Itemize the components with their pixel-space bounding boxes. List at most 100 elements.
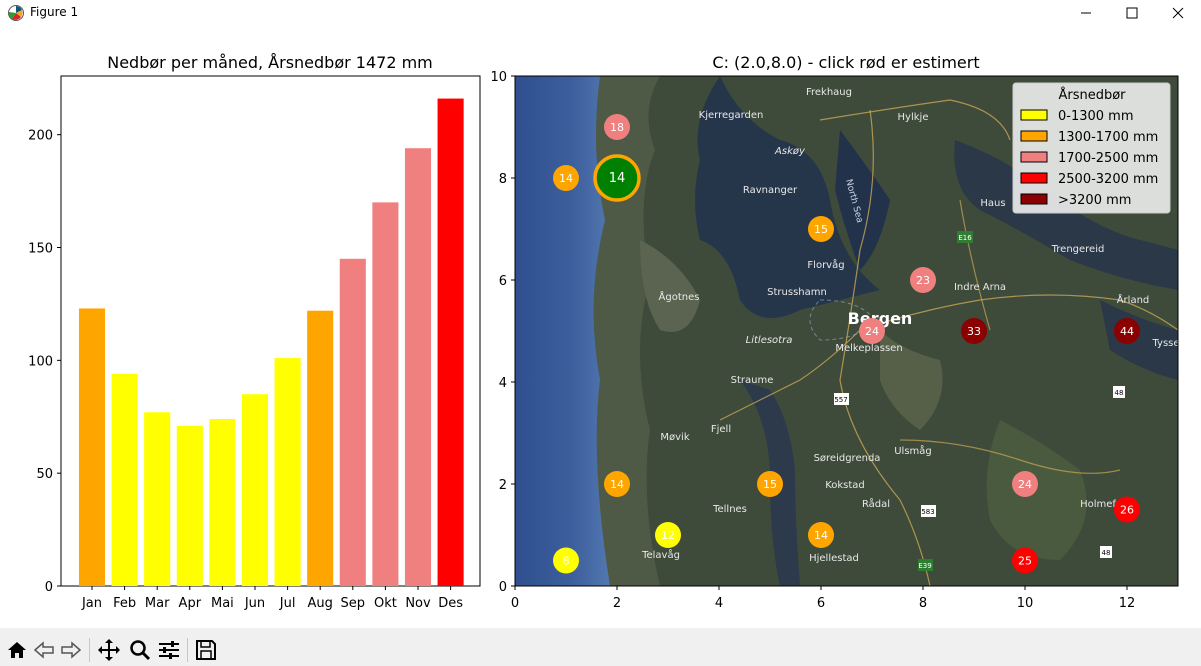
station-marker[interactable] [553, 547, 579, 574]
road-sign: 48 [1115, 389, 1124, 397]
map-label: Møvik [660, 432, 689, 443]
pan-button[interactable] [97, 638, 121, 662]
zoom-button[interactable] [128, 638, 152, 662]
y-tick-label: 10 [490, 70, 507, 85]
station-label: 24 [1018, 478, 1032, 491]
station-point[interactable]: 18 [604, 114, 630, 140]
station-label: 44 [1120, 325, 1134, 338]
bar [437, 98, 464, 586]
x-tick-label: Sep [341, 596, 366, 611]
x-tick-label: 0 [511, 596, 519, 611]
station-marker[interactable] [808, 522, 834, 548]
x-tick-label: Jul [279, 596, 296, 611]
station-point[interactable]: 15 [757, 471, 783, 497]
y-tick-label: 8 [499, 172, 507, 187]
station-label: 15 [814, 223, 828, 236]
minimize-button[interactable] [1063, 0, 1109, 26]
station-marker[interactable] [808, 216, 834, 242]
forward-button[interactable] [59, 638, 83, 662]
maximize-icon [1126, 7, 1138, 19]
station-point[interactable]: 12 [655, 522, 681, 548]
pan-icon [98, 639, 120, 661]
map-road-signs: E16 557 48 583 E39 48 [834, 231, 1125, 571]
station-marker[interactable] [757, 471, 783, 497]
bar-chart-title: Nedbør per måned, Årsnedbør 1472 mm [107, 53, 433, 72]
map-label: Kjerregarden [699, 110, 764, 121]
save-button[interactable] [194, 638, 218, 662]
station-point[interactable]: 14 [808, 522, 834, 548]
station-marker[interactable] [604, 114, 630, 140]
station-label: 14 [814, 529, 828, 542]
bar-chart-axes: Nedbør per måned, Årsnedbør 1472 mm Jan F… [28, 53, 481, 611]
map-label: Askøy [774, 146, 806, 157]
y-tick-label: 2 [499, 478, 507, 493]
map-plot-area [514, 75, 1179, 587]
back-button[interactable] [32, 638, 56, 662]
station-point[interactable]: 15 [808, 216, 834, 242]
legend-label: 0-1300 mm [1058, 109, 1134, 124]
y-tick-label: 150 [28, 242, 53, 257]
legend-swatch [1020, 130, 1048, 142]
map-label: Ulsmåg [894, 444, 932, 457]
legend-swatch [1020, 193, 1048, 205]
station-marker[interactable] [910, 267, 936, 293]
x-tick-label: Mai [211, 596, 234, 611]
station-point[interactable]: 24 [859, 318, 885, 344]
station-point[interactable]: 24 [1012, 471, 1038, 497]
configure-button[interactable] [157, 638, 181, 662]
station-label: 18 [610, 121, 624, 134]
legend-title: Årsnedbør [1058, 87, 1126, 103]
station-marker[interactable] [1114, 318, 1140, 344]
station-marker[interactable] [1114, 496, 1140, 523]
station-point[interactable]: 23 [910, 267, 936, 293]
map-label: Indre Arna [954, 282, 1006, 293]
station-marker[interactable] [1012, 547, 1038, 574]
station-point[interactable]: 25 [1012, 547, 1038, 574]
maximize-button[interactable] [1109, 0, 1155, 26]
map-label: Ågotnes [659, 290, 700, 303]
legend-label: >3200 mm [1058, 193, 1131, 208]
figure-canvas[interactable]: Nedbør per måned, Årsnedbør 1472 mm Jan F… [0, 26, 1201, 628]
toolbar-separator [89, 638, 90, 662]
legend-swatch [1020, 151, 1048, 163]
x-tick-label: Des [438, 596, 463, 611]
map-label: Hylkje [898, 112, 929, 123]
x-tick-label: 12 [1119, 596, 1136, 611]
road-sign: 557 [834, 396, 847, 404]
map-label: Tysse [1151, 338, 1179, 349]
map-label: Telavåg [641, 548, 680, 561]
station-point[interactable]: 14 [604, 471, 630, 497]
home-button[interactable] [5, 638, 29, 662]
station-point[interactable]: 26 [1114, 496, 1140, 523]
bar [339, 258, 366, 586]
back-icon [33, 641, 54, 659]
station-marker[interactable] [553, 165, 579, 191]
map-label: Tellnes [712, 504, 747, 515]
x-tick-label: 10 [1017, 596, 1034, 611]
station-marker[interactable] [859, 318, 885, 344]
window-titlebar: Figure 1 [0, 0, 1201, 26]
bar [274, 358, 301, 586]
station-marker[interactable] [655, 522, 681, 548]
close-button[interactable] [1155, 0, 1201, 26]
map-chart-axes[interactable]: C: (2.0,8.0) - click rød er estimert Fre… [490, 53, 1179, 611]
station-marker[interactable] [961, 318, 987, 344]
station-point[interactable]: 33 [961, 318, 987, 344]
map-label: Søreidgrenda [814, 453, 881, 464]
station-marker[interactable] [604, 471, 630, 497]
station-marker[interactable] [1012, 471, 1038, 497]
x-tick-label: Feb [113, 596, 136, 611]
map-label: Straume [731, 375, 774, 386]
y-tick-label: 0 [45, 580, 53, 595]
bar [372, 202, 399, 586]
y-tick-label: 200 [28, 129, 53, 144]
x-tick-label: Okt [374, 596, 397, 611]
legend-entry: 1300-1700 mm [1020, 130, 1158, 145]
bar [307, 310, 334, 586]
station-point[interactable]: 14 [553, 165, 579, 191]
station-point[interactable]: 44 [1114, 318, 1140, 344]
station-point[interactable]: 8 [553, 547, 579, 574]
road-sign: 48 [1102, 549, 1111, 557]
selected-station-marker[interactable] [593, 154, 641, 202]
map-label: Kokstad [825, 480, 865, 491]
